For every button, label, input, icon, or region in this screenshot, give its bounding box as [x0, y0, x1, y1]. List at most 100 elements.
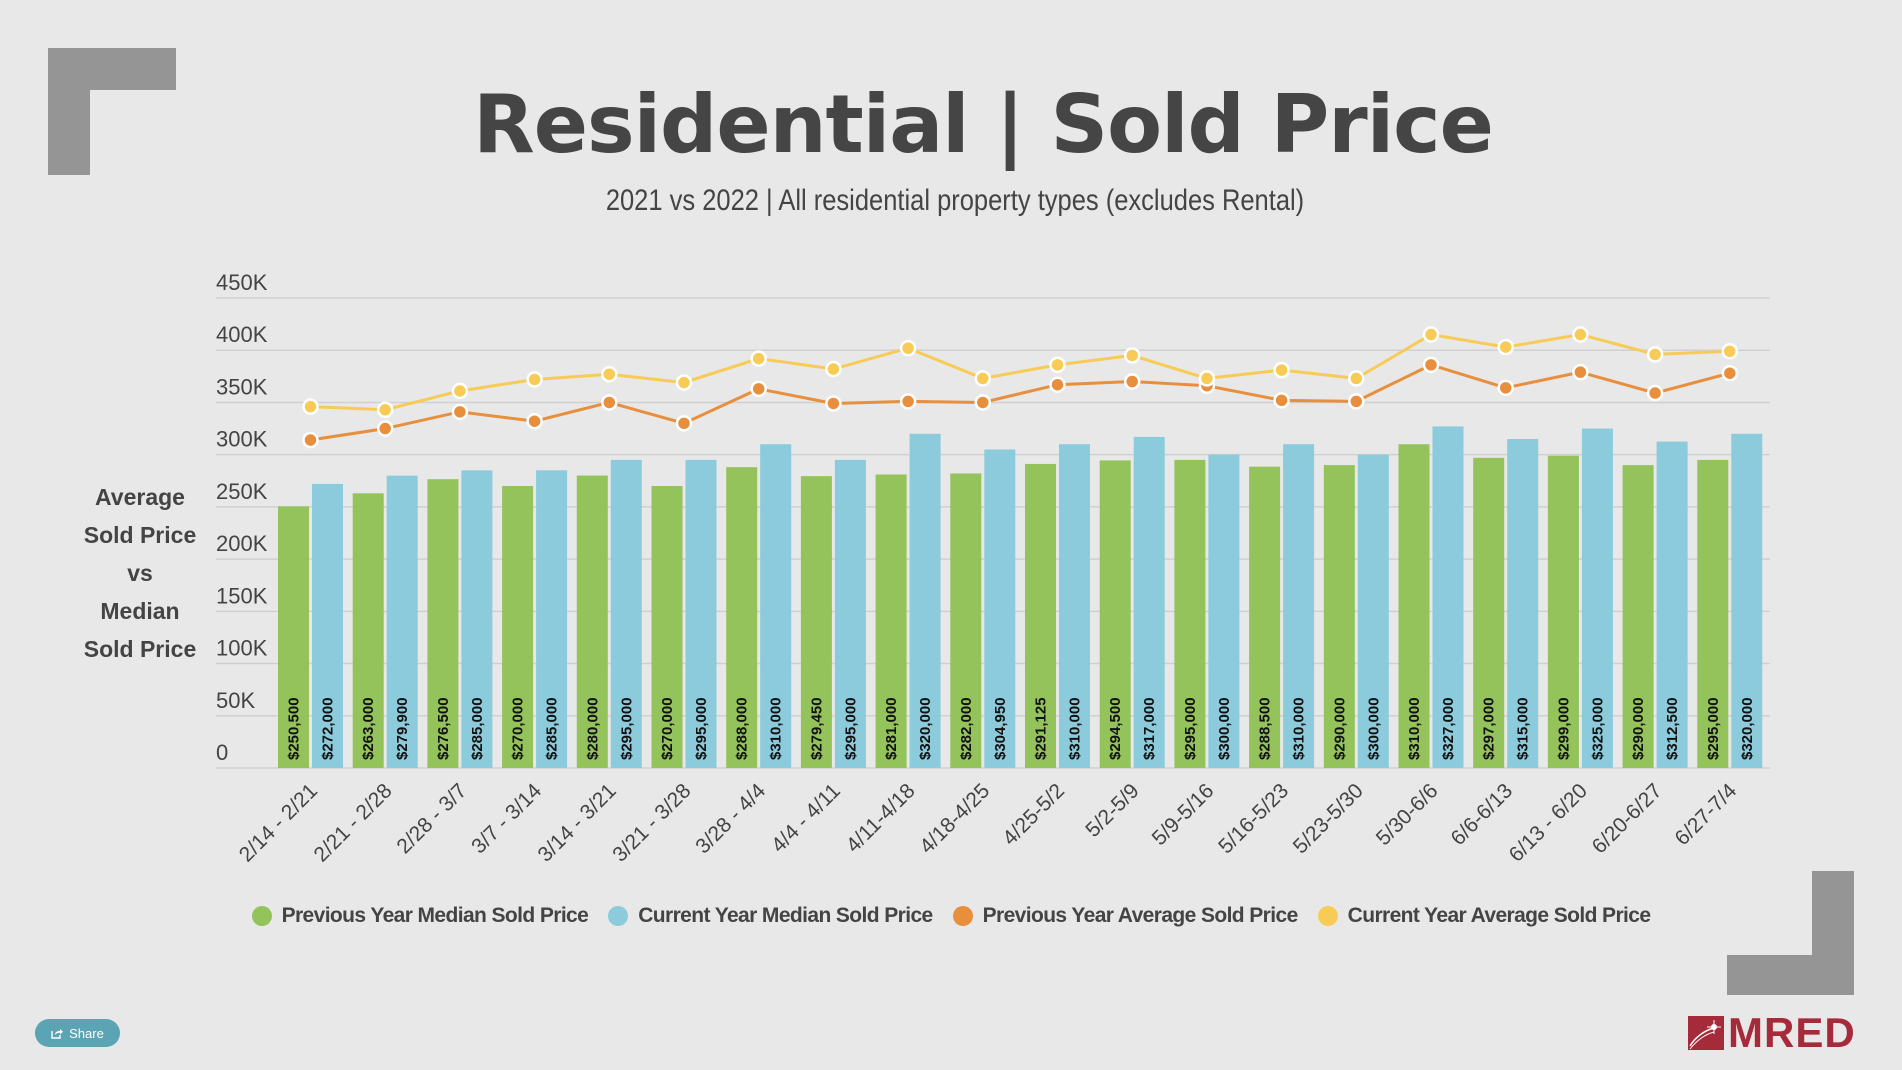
y-axis-title: Average Sold Price vs Median Sold Price — [70, 478, 210, 668]
bar-value-label: $250,500 — [286, 697, 303, 760]
legend-swatch-curr-average — [1317, 906, 1338, 926]
bar-prev-median — [1099, 460, 1131, 768]
chart-subtitle: 2021 vs 2022 | All residential property … — [605, 184, 1305, 217]
bar-prev-median — [1323, 465, 1355, 768]
point-curr-average — [376, 401, 394, 419]
point-curr-average — [1721, 343, 1739, 360]
y-axis-title-line: Average — [95, 484, 185, 510]
bar-value-label: $295,000 — [693, 697, 710, 760]
y-tick-label: 250K — [216, 479, 268, 504]
point-prev-average — [1422, 356, 1440, 374]
point-prev-average — [376, 420, 394, 437]
y-tick-label: 0 — [216, 740, 228, 765]
corner-decoration-bottom-right-horizontal — [1727, 955, 1854, 995]
point-prev-average — [825, 395, 842, 412]
bar-curr-median — [1656, 441, 1688, 768]
y-axis-title-line: Median — [100, 598, 180, 624]
point-curr-average — [451, 382, 469, 400]
x-tick-label: 6/13 - 6/20 — [1505, 779, 1592, 866]
bar-prev-median — [1174, 459, 1206, 768]
legend-label: Current Year Average Sold Price — [1347, 904, 1651, 927]
bar-value-label: $294,500 — [1107, 697, 1124, 760]
logo-text: MRED — [1728, 1009, 1856, 1056]
point-curr-average — [1348, 370, 1365, 387]
point-prev-average — [899, 393, 917, 410]
x-tick-label: 5/23-5/30 — [1289, 779, 1368, 858]
bar-curr-median — [909, 433, 941, 768]
bar-curr-median — [1133, 436, 1165, 768]
point-prev-average — [974, 394, 992, 411]
bar-value-label: $310,000 — [1406, 697, 1423, 760]
bar-value-label: $317,000 — [1141, 697, 1158, 760]
x-tick-label: 5/9-5/16 — [1148, 779, 1219, 850]
bar-value-label: $295,000 — [1705, 697, 1722, 760]
point-prev-average — [1049, 376, 1066, 393]
bar-value-label: $288,500 — [1257, 697, 1274, 760]
x-axis-ticks: 2/14 - 2/212/21 - 2/282/28 - 3/73/7 - 3/… — [235, 779, 1742, 866]
y-tick-label: 300K — [216, 427, 268, 452]
bar-value-label: $285,000 — [544, 697, 561, 760]
point-prev-average — [1646, 384, 1664, 402]
bar-prev-median — [1025, 463, 1056, 768]
bar-prev-median — [278, 506, 309, 768]
share-button[interactable]: Share — [35, 1019, 120, 1047]
bar-value-label: $300,000 — [1216, 697, 1233, 760]
bar-prev-median — [576, 475, 608, 768]
bar-value-label: $270,000 — [510, 697, 527, 760]
y-tick-label: 200K — [216, 531, 268, 556]
corner-decoration-top-left-vertical — [48, 48, 90, 175]
legend-item-prev-median: Previous Year Median Sold Price — [251, 904, 589, 928]
bar-value-label: $327,000 — [1440, 697, 1457, 760]
point-curr-average — [675, 374, 693, 391]
bar-curr-median — [760, 444, 792, 768]
share-icon — [51, 1029, 64, 1039]
bar-curr-median — [1208, 454, 1240, 768]
bar-value-label: $290,000 — [1331, 697, 1348, 760]
bar-prev-median — [352, 493, 384, 768]
x-tick-label: 4/11-4/18 — [842, 779, 920, 857]
bar-value-label: $315,000 — [1515, 697, 1532, 760]
bar-value-label: $299,000 — [1555, 697, 1572, 760]
point-curr-average — [1123, 347, 1141, 364]
bar-prev-median — [950, 473, 982, 768]
point-prev-average — [526, 412, 543, 430]
bar-value-label: $304,950 — [992, 697, 1009, 760]
bar-value-label: $312,500 — [1664, 697, 1681, 760]
bar-prev-median — [1473, 457, 1505, 768]
bar-curr-median — [834, 459, 866, 768]
y-tick-label: 100K — [216, 636, 268, 661]
point-curr-average — [1273, 361, 1290, 379]
lines — [302, 326, 1739, 449]
bar-curr-median — [386, 475, 418, 768]
bar-curr-median — [1731, 433, 1763, 768]
point-curr-average — [1049, 356, 1066, 374]
bar-value-label: $290,000 — [1630, 697, 1647, 760]
point-prev-average — [1721, 364, 1739, 382]
bar-curr-median — [1059, 444, 1090, 768]
x-tick-label: 6/27-7/4 — [1671, 779, 1742, 850]
line-curr-average — [310, 332, 1730, 412]
chart-title: Residential | Sold Price — [473, 78, 1494, 171]
bar-value-label: $272,000 — [320, 697, 337, 760]
bar-value-label: $320,000 — [1739, 697, 1756, 760]
bar-prev-median — [1398, 444, 1430, 768]
bar-prev-median — [502, 486, 534, 768]
y-tick-label: 450K — [216, 270, 268, 295]
legend-item-curr-average: Current Year Average Sold Price — [1317, 904, 1651, 928]
point-prev-average — [675, 415, 693, 432]
bar-curr-median — [1507, 439, 1539, 768]
x-tick-label: 5/30-6/6 — [1372, 779, 1443, 850]
bar-curr-median — [685, 459, 717, 768]
point-curr-average — [1646, 346, 1664, 363]
point-prev-average — [302, 431, 319, 449]
bar-curr-median — [536, 470, 568, 768]
y-tick-label: 50K — [216, 688, 255, 713]
bars — [278, 426, 1763, 768]
point-curr-average — [1198, 370, 1216, 387]
bar-curr-median — [1357, 454, 1389, 768]
bar-value-label: $285,000 — [469, 697, 486, 760]
bar-value-label: $310,000 — [1067, 697, 1084, 760]
point-curr-average — [302, 398, 319, 415]
bar-value-label: $288,000 — [734, 697, 751, 760]
